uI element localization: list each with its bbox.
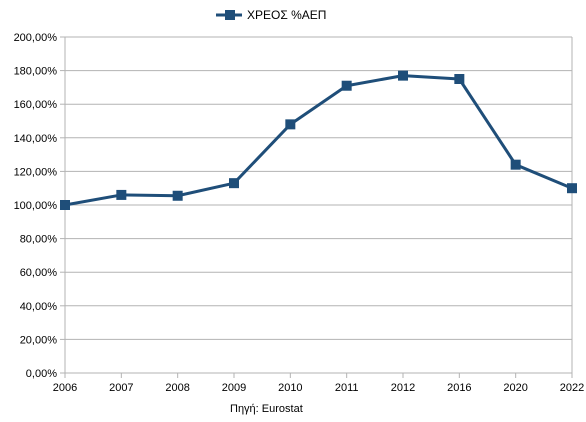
data-point-marker (454, 74, 465, 84)
y-tick-label: 0,00% (26, 368, 57, 380)
source-note: Πηγή: Eurostat (230, 403, 303, 415)
x-tick-label: 2006 (53, 382, 77, 394)
y-tick-label: 200,00% (14, 32, 58, 44)
data-point-marker (398, 70, 408, 81)
y-tick-label: 140,00% (14, 133, 58, 145)
data-point-marker (567, 183, 577, 194)
data-point-marker (285, 119, 296, 130)
chart-gridlines (60, 36, 572, 374)
legend-entry-label: ΧΡΕΟΣ %ΑΕΠ (247, 8, 326, 22)
x-tick-label: 2022 (560, 382, 584, 394)
data-point-marker (172, 190, 183, 201)
x-tick-label: 2011 (335, 382, 359, 394)
x-tick-label: 2012 (391, 382, 415, 394)
data-point-marker (60, 200, 70, 210)
y-tick-label: 40,00% (20, 301, 58, 313)
chart-axes (64, 37, 573, 378)
legend-marker-swatch (225, 10, 235, 20)
data-point-marker (341, 80, 352, 91)
data-point-marker (229, 178, 239, 189)
x-tick-label: 2008 (165, 382, 189, 394)
data-point-marker (116, 189, 127, 200)
x-tick-label: 2010 (278, 382, 302, 394)
chart-legend: ΧΡΕΟΣ %ΑΕΠ (216, 8, 326, 22)
y-tick-label: 180,00% (14, 66, 58, 78)
x-tick-label: 2009 (222, 382, 246, 394)
x-tick-label: 2007 (109, 382, 133, 394)
x-tick-label: 2020 (503, 382, 527, 394)
y-axis-tick-labels: 0,00% 20,00% 40,00% 60,00% 80,00% 100,00% 120,… (14, 32, 58, 380)
data-point-marker (510, 159, 521, 170)
series-line (64, 74, 573, 207)
y-tick-label: 60,00% (20, 267, 58, 279)
x-axis-tick-labels: 2006 2007 2008 2009 2010 2011 2012 2016 2020 2022 (53, 382, 584, 394)
y-tick-label: 120,00% (14, 166, 58, 178)
y-tick-label: 160,00% (14, 99, 58, 111)
y-tick-label: 100,00% (14, 200, 58, 212)
chart-series (60, 70, 577, 210)
y-tick-label: 80,00% (20, 234, 58, 246)
y-tick-label: 20,00% (20, 334, 58, 346)
x-tick-label: 2016 (447, 382, 471, 394)
